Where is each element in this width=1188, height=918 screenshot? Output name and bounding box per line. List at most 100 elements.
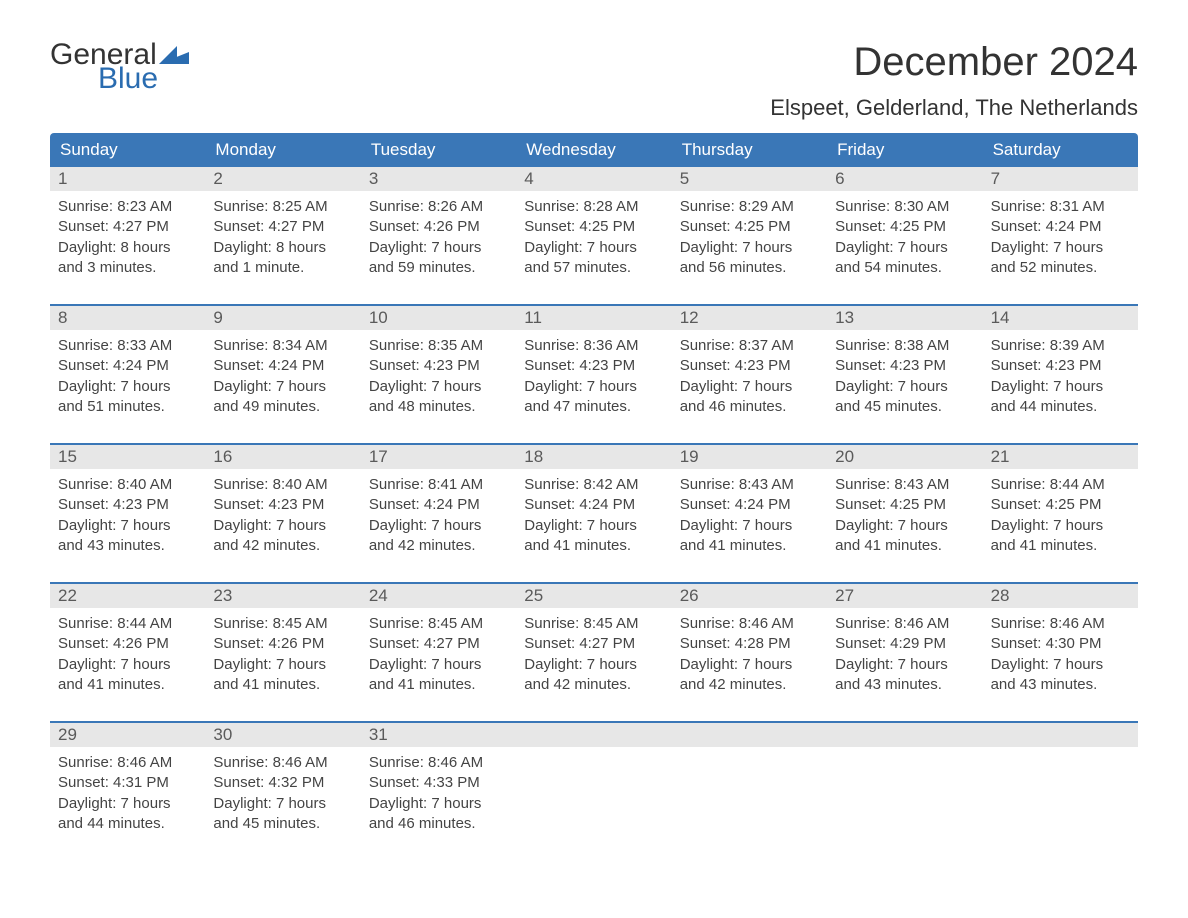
sunset-text: Sunset: 4:26 PM (213, 634, 352, 654)
day-cell (983, 747, 1138, 844)
sunset-text: Sunset: 4:23 PM (680, 356, 819, 376)
daylight-text: Daylight: 7 hours (369, 655, 508, 675)
day-cell: Sunrise: 8:45 AMSunset: 4:26 PMDaylight:… (205, 608, 360, 705)
daylight-text: and 44 minutes. (58, 814, 197, 834)
day-cell: Sunrise: 8:33 AMSunset: 4:24 PMDaylight:… (50, 330, 205, 427)
sunset-text: Sunset: 4:25 PM (524, 217, 663, 237)
sunset-text: Sunset: 4:25 PM (835, 217, 974, 237)
sunset-text: Sunset: 4:23 PM (835, 356, 974, 376)
day-number: 24 (361, 584, 516, 608)
daylight-text: Daylight: 7 hours (213, 794, 352, 814)
daylight-text: and 45 minutes. (835, 397, 974, 417)
sunset-text: Sunset: 4:27 PM (524, 634, 663, 654)
sunrise-text: Sunrise: 8:33 AM (58, 336, 197, 356)
daylight-text: and 41 minutes. (835, 536, 974, 556)
day-number: 10 (361, 306, 516, 330)
day-cell: Sunrise: 8:31 AMSunset: 4:24 PMDaylight:… (983, 191, 1138, 288)
day-number: 28 (983, 584, 1138, 608)
daylight-text: and 43 minutes. (58, 536, 197, 556)
sunrise-text: Sunrise: 8:45 AM (213, 614, 352, 634)
daylight-text: Daylight: 7 hours (369, 516, 508, 536)
sunset-text: Sunset: 4:26 PM (369, 217, 508, 237)
sunrise-text: Sunrise: 8:42 AM (524, 475, 663, 495)
daylight-text: Daylight: 8 hours (213, 238, 352, 258)
daylight-text: and 1 minute. (213, 258, 352, 278)
daylight-text: Daylight: 7 hours (58, 794, 197, 814)
daylight-text: and 59 minutes. (369, 258, 508, 278)
weekday-label: Wednesday (516, 133, 671, 167)
daylight-text: Daylight: 7 hours (835, 238, 974, 258)
sunrise-text: Sunrise: 8:44 AM (991, 475, 1130, 495)
day-number-row: 1234567 (50, 167, 1138, 191)
day-number: 2 (205, 167, 360, 191)
daylight-text: and 46 minutes. (369, 814, 508, 834)
day-number: 6 (827, 167, 982, 191)
sunset-text: Sunset: 4:24 PM (680, 495, 819, 515)
daylight-text: and 41 minutes. (58, 675, 197, 695)
day-cell: Sunrise: 8:37 AMSunset: 4:23 PMDaylight:… (672, 330, 827, 427)
sunrise-text: Sunrise: 8:30 AM (835, 197, 974, 217)
daylight-text: Daylight: 7 hours (835, 655, 974, 675)
daylight-text: Daylight: 7 hours (58, 655, 197, 675)
weekday-label: Monday (205, 133, 360, 167)
sunrise-text: Sunrise: 8:43 AM (835, 475, 974, 495)
sunset-text: Sunset: 4:30 PM (991, 634, 1130, 654)
daylight-text: Daylight: 7 hours (680, 516, 819, 536)
daylight-text: Daylight: 7 hours (58, 516, 197, 536)
sunset-text: Sunset: 4:23 PM (58, 495, 197, 515)
sunset-text: Sunset: 4:27 PM (213, 217, 352, 237)
day-cell: Sunrise: 8:40 AMSunset: 4:23 PMDaylight:… (50, 469, 205, 566)
sunset-text: Sunset: 4:27 PM (58, 217, 197, 237)
sunrise-text: Sunrise: 8:29 AM (680, 197, 819, 217)
daylight-text: and 43 minutes. (835, 675, 974, 695)
sunrise-text: Sunrise: 8:25 AM (213, 197, 352, 217)
sunset-text: Sunset: 4:27 PM (369, 634, 508, 654)
sunrise-text: Sunrise: 8:46 AM (58, 753, 197, 773)
day-cell: Sunrise: 8:26 AMSunset: 4:26 PMDaylight:… (361, 191, 516, 288)
header: General Blue December 2024 Elspeet, Geld… (50, 40, 1138, 121)
day-number-row: 293031 (50, 723, 1138, 747)
sunrise-text: Sunrise: 8:43 AM (680, 475, 819, 495)
sunset-text: Sunset: 4:25 PM (680, 217, 819, 237)
sunrise-text: Sunrise: 8:35 AM (369, 336, 508, 356)
day-number: 30 (205, 723, 360, 747)
day-cell (827, 747, 982, 844)
sunrise-text: Sunrise: 8:46 AM (213, 753, 352, 773)
daylight-text: Daylight: 7 hours (680, 377, 819, 397)
daylight-text: Daylight: 7 hours (991, 655, 1130, 675)
day-cell: Sunrise: 8:35 AMSunset: 4:23 PMDaylight:… (361, 330, 516, 427)
day-cell: Sunrise: 8:46 AMSunset: 4:29 PMDaylight:… (827, 608, 982, 705)
day-cell: Sunrise: 8:45 AMSunset: 4:27 PMDaylight:… (361, 608, 516, 705)
day-cell: Sunrise: 8:46 AMSunset: 4:30 PMDaylight:… (983, 608, 1138, 705)
calendar-week: 22232425262728Sunrise: 8:44 AMSunset: 4:… (50, 582, 1138, 705)
day-number: 8 (50, 306, 205, 330)
location: Elspeet, Gelderland, The Netherlands (770, 95, 1138, 121)
day-cell: Sunrise: 8:44 AMSunset: 4:25 PMDaylight:… (983, 469, 1138, 566)
daylight-text: Daylight: 7 hours (369, 377, 508, 397)
month-title: December 2024 (770, 40, 1138, 85)
day-cell: Sunrise: 8:25 AMSunset: 4:27 PMDaylight:… (205, 191, 360, 288)
sunset-text: Sunset: 4:24 PM (524, 495, 663, 515)
day-number (983, 723, 1138, 747)
day-cell: Sunrise: 8:44 AMSunset: 4:26 PMDaylight:… (50, 608, 205, 705)
sunrise-text: Sunrise: 8:46 AM (369, 753, 508, 773)
calendar-week: 891011121314Sunrise: 8:33 AMSunset: 4:24… (50, 304, 1138, 427)
daylight-text: Daylight: 7 hours (524, 238, 663, 258)
sunrise-text: Sunrise: 8:31 AM (991, 197, 1130, 217)
sunrise-text: Sunrise: 8:45 AM (369, 614, 508, 634)
day-cell: Sunrise: 8:36 AMSunset: 4:23 PMDaylight:… (516, 330, 671, 427)
sunrise-text: Sunrise: 8:44 AM (58, 614, 197, 634)
daylight-text: Daylight: 7 hours (369, 794, 508, 814)
calendar-week: 15161718192021Sunrise: 8:40 AMSunset: 4:… (50, 443, 1138, 566)
daylight-text: and 57 minutes. (524, 258, 663, 278)
sunrise-text: Sunrise: 8:38 AM (835, 336, 974, 356)
daylight-text: Daylight: 7 hours (213, 516, 352, 536)
sunrise-text: Sunrise: 8:46 AM (680, 614, 819, 634)
sunset-text: Sunset: 4:31 PM (58, 773, 197, 793)
day-cell: Sunrise: 8:39 AMSunset: 4:23 PMDaylight:… (983, 330, 1138, 427)
daylight-text: and 56 minutes. (680, 258, 819, 278)
sunset-text: Sunset: 4:23 PM (991, 356, 1130, 376)
daylight-text: and 41 minutes. (369, 675, 508, 695)
daylight-text: Daylight: 7 hours (680, 655, 819, 675)
daylight-text: Daylight: 7 hours (524, 516, 663, 536)
